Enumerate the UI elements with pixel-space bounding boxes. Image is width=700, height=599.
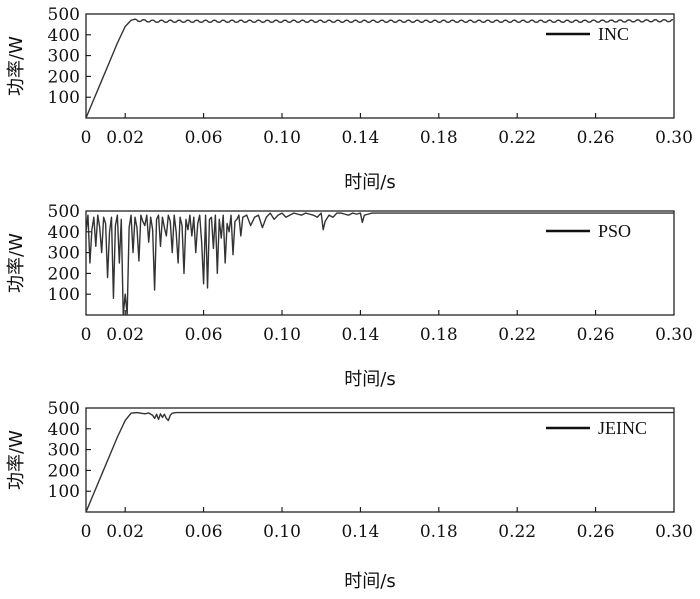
x-tick-label: 0.10 [263, 128, 301, 148]
y-tick-label: 400 [48, 223, 80, 243]
x-tick-label: 0.22 [498, 128, 536, 148]
legend-label: JEINC [598, 418, 647, 438]
plot-frame [85, 407, 675, 513]
y-tick-label: 100 [48, 482, 80, 502]
chart-panel: 0 0.02 0.06 0.10 0.14 0.18 0.22 0.26 0.30 1002003… [6, 202, 693, 390]
y-axis-title: 功率/W [6, 36, 27, 96]
x-tick-label: 0.02 [106, 128, 144, 148]
series-line-jeinc [85, 411, 674, 513]
x-tick-label: 0.18 [420, 522, 458, 542]
x-tick-label: 0.26 [577, 128, 615, 148]
x-tick-label: 0.18 [420, 325, 458, 345]
series-line-inc [85, 18, 674, 119]
x-tick-label: 0.14 [341, 325, 379, 345]
x-tick-label: 0.02 [106, 325, 144, 345]
y-tick-label: 500 [48, 5, 80, 25]
x-tick-label: 0.02 [106, 522, 144, 542]
y-tick-label: 500 [48, 399, 80, 419]
x-tick-label: 0.30 [655, 522, 693, 542]
x-tick-label: 0.26 [577, 325, 615, 345]
y-tick-label: 400 [48, 420, 80, 440]
series-line-pso [85, 212, 674, 316]
chart-panel: 0 0.02 0.06 0.10 0.14 0.18 0.22 0.26 0.30 1002003… [6, 399, 693, 592]
y-axis-title: 功率/W [6, 233, 27, 293]
x-tick-label: 0.22 [498, 325, 536, 345]
legend-label: PSO [598, 221, 631, 241]
x-tick-label: 0 [81, 325, 92, 345]
y-tick-label: 300 [48, 441, 80, 461]
chart-panel: 0 0.02 0.06 0.10 0.14 0.18 0.22 0.26 0.30 1002003… [6, 5, 693, 193]
y-tick-label: 300 [48, 244, 80, 264]
plot-frame [85, 13, 675, 119]
x-tick-label: 0.14 [341, 522, 379, 542]
y-tick-label: 100 [48, 88, 80, 108]
x-tick-label: 0.30 [655, 325, 693, 345]
x-tick-label: 0.06 [185, 325, 223, 345]
x-tick-label: 0.06 [185, 128, 223, 148]
x-tick-label: 0.18 [420, 128, 458, 148]
legend-label: INC [598, 24, 629, 44]
y-tick-label: 500 [48, 202, 80, 222]
x-tick-label: 0.10 [263, 325, 301, 345]
x-axis-title: 时间/s [344, 172, 395, 193]
x-tick-label: 0 [81, 128, 92, 148]
y-tick-label: 300 [48, 47, 80, 67]
x-tick-label: 0.22 [498, 522, 536, 542]
x-tick-label: 0.06 [185, 522, 223, 542]
x-tick-label: 0.10 [263, 522, 301, 542]
x-tick-label: 0 [81, 522, 92, 542]
y-tick-label: 200 [48, 67, 80, 87]
x-axis-title: 时间/s [344, 369, 395, 390]
x-axis-title: 时间/s [344, 571, 395, 592]
x-tick-label: 0.30 [655, 128, 693, 148]
y-tick-label: 200 [48, 264, 80, 284]
y-tick-label: 400 [48, 26, 80, 46]
y-axis-title: 功率/W [6, 430, 27, 490]
plot-frame [85, 210, 675, 316]
x-tick-label: 0.14 [341, 128, 379, 148]
y-tick-label: 200 [48, 461, 80, 481]
y-tick-label: 100 [48, 285, 80, 305]
x-tick-label: 0.26 [577, 522, 615, 542]
